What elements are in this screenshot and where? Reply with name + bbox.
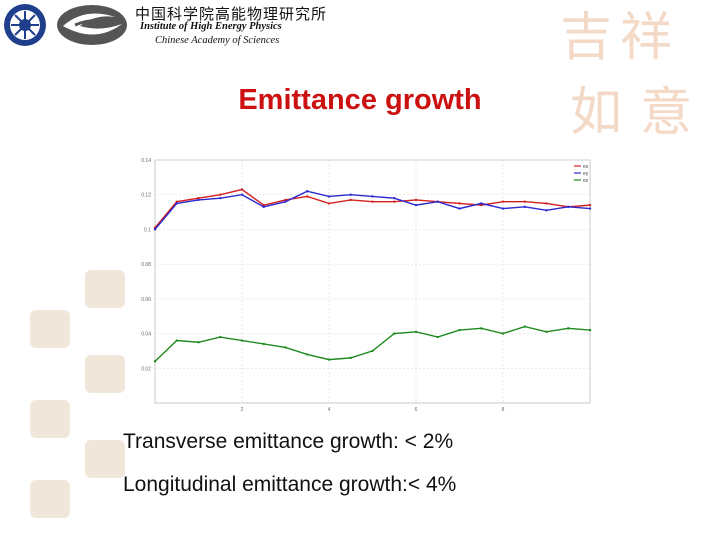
x-tick-label: 6 — [415, 407, 418, 413]
data-point — [219, 335, 222, 339]
calligraphy-glyph-2: 祥 — [620, 8, 672, 68]
academy-name: Chinese Academy of Sciences — [155, 35, 280, 46]
calligraphy-glyph-4: 意 — [640, 83, 692, 143]
y-tick-label: 0.06 — [141, 297, 151, 303]
calligraphy-glyph-3: 如 — [570, 83, 622, 143]
data-point — [153, 360, 157, 363]
data-point — [393, 332, 396, 335]
data-point — [327, 202, 331, 205]
data-point — [175, 202, 178, 205]
data-point — [545, 202, 548, 205]
data-point — [197, 196, 200, 200]
data-point — [523, 325, 526, 328]
data-point — [458, 328, 461, 332]
data-point — [414, 203, 418, 207]
data-point — [197, 341, 200, 344]
y-tick-label: 0.14 — [141, 158, 151, 164]
chart-series — [153, 188, 592, 363]
data-point — [588, 203, 592, 207]
data-point — [219, 193, 222, 196]
data-point — [175, 200, 178, 203]
data-point — [284, 200, 287, 203]
bullet-transverse: Transverse emittance growth: < 2% — [123, 430, 454, 453]
legend-label: ez — [583, 178, 589, 184]
y-tick-label: 0.12 — [141, 193, 151, 199]
data-point — [262, 205, 265, 209]
data-point — [523, 200, 526, 203]
swirl-logo-icon — [57, 5, 127, 45]
data-point — [393, 200, 396, 203]
slide-title: Emittance growth — [238, 84, 482, 116]
data-point — [480, 203, 483, 207]
x-tick-label: 4 — [328, 407, 331, 413]
institute-header: 中国科学院高能物理研究所 Institute of High Energy Ph… — [0, 0, 326, 60]
data-point — [393, 196, 396, 200]
bullet-longitudinal: Longitudinal emittance growth:< 4% — [123, 473, 457, 496]
calligraphy-decoration: 吉 祥 如 意 — [560, 8, 692, 143]
data-point — [262, 342, 265, 346]
calligraphy-glyph-1: 吉 — [560, 8, 612, 68]
data-point — [588, 207, 592, 210]
data-point — [349, 193, 352, 196]
data-point — [501, 332, 505, 335]
data-point — [567, 205, 570, 209]
data-point — [480, 327, 483, 330]
x-tick-label: 2 — [241, 407, 244, 413]
y-tick-label: 0.1 — [144, 227, 151, 233]
data-point — [371, 195, 374, 198]
data-point — [327, 358, 331, 361]
x-tick-label: 8 — [502, 407, 505, 413]
data-point — [501, 207, 505, 210]
legend-label: ey — [583, 171, 589, 177]
data-point — [523, 205, 526, 209]
data-point — [501, 200, 505, 203]
data-point — [414, 198, 418, 202]
data-point — [327, 195, 331, 198]
data-point — [349, 356, 352, 360]
y-tick-label: 0.04 — [141, 332, 151, 338]
data-point — [284, 198, 287, 202]
y-tick-label: 0.08 — [141, 262, 151, 268]
data-point — [436, 200, 439, 203]
data-point — [284, 346, 287, 349]
institute-name-english: Institute of High Energy Physics — [140, 21, 282, 32]
y-axis-ticks: 0.14 0.12 0.1 0.08 0.06 0.04 0.02 — [141, 158, 151, 372]
data-point — [436, 335, 439, 339]
legend-label: ex — [583, 164, 589, 170]
data-point — [349, 198, 352, 202]
data-point — [240, 193, 244, 196]
data-point — [306, 195, 309, 198]
data-point — [240, 339, 244, 342]
x-axis-ticks: 2 4 6 8 — [241, 407, 505, 413]
data-point — [567, 327, 570, 330]
ihep-logo-icon — [4, 4, 46, 46]
data-point — [371, 200, 374, 203]
data-point — [175, 339, 178, 342]
data-point — [371, 349, 374, 353]
data-point — [306, 353, 309, 356]
data-point — [458, 202, 461, 205]
data-point — [414, 330, 418, 334]
data-point — [153, 228, 157, 231]
data-point — [240, 188, 244, 191]
data-point — [306, 190, 309, 193]
data-point — [197, 198, 200, 202]
data-point — [545, 330, 548, 334]
data-point — [545, 209, 548, 212]
data-point — [458, 207, 461, 210]
y-tick-label: 0.02 — [141, 366, 151, 372]
institute-name-chinese: 中国科学院高能物理研究所 — [135, 5, 328, 23]
data-point — [588, 328, 592, 332]
seal-stamps-decoration — [30, 270, 125, 518]
data-point — [219, 196, 222, 200]
data-point — [480, 202, 483, 205]
